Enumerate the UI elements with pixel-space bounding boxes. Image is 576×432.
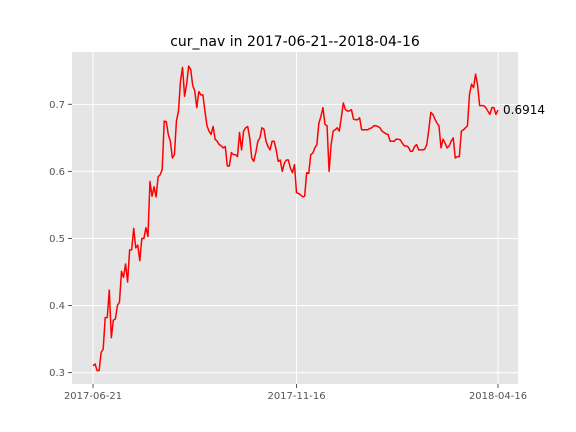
y-tick-label: 0.7	[49, 100, 65, 111]
series-line-cur-nav	[92, 65, 499, 372]
grid-lines	[72, 52, 518, 384]
plot-area	[72, 52, 518, 384]
x-tick-label: 2017-06-21	[64, 391, 122, 402]
y-tick-label: 0.3	[49, 368, 65, 379]
y-tick-label: 0.6	[49, 167, 65, 178]
x-tick-label: 2018-04-16	[469, 391, 527, 402]
x-tick-label: 2017-11-16	[267, 391, 325, 402]
y-tick-label: 0.4	[49, 301, 65, 312]
chart-title: cur_nav in 2017-06-21--2018-04-16	[170, 34, 420, 50]
y-tick-label: 0.5	[49, 234, 65, 245]
end-value-annotation: 0.6914	[503, 103, 545, 117]
axis-ticks: 0.3 0.4 0.5 0.6 0.7 2017-06-21 2017-11-16 2018-…	[49, 100, 527, 402]
